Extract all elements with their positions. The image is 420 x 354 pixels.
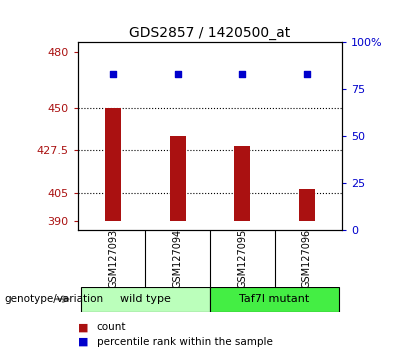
Text: ■: ■ bbox=[78, 337, 88, 347]
Point bbox=[110, 72, 117, 77]
Point bbox=[303, 72, 310, 77]
Bar bbox=[81, 287, 210, 312]
Title: GDS2857 / 1420500_at: GDS2857 / 1420500_at bbox=[129, 26, 291, 40]
Text: wild type: wild type bbox=[120, 294, 171, 304]
Text: percentile rank within the sample: percentile rank within the sample bbox=[97, 337, 273, 347]
Bar bbox=[299, 189, 315, 221]
Text: genotype/variation: genotype/variation bbox=[4, 294, 103, 304]
Point bbox=[239, 72, 246, 77]
Bar bbox=[170, 136, 186, 221]
Text: GSM127095: GSM127095 bbox=[237, 229, 247, 288]
Text: GSM127096: GSM127096 bbox=[302, 229, 312, 288]
Text: count: count bbox=[97, 322, 126, 332]
Text: GSM127094: GSM127094 bbox=[173, 229, 183, 288]
Text: Taf7l mutant: Taf7l mutant bbox=[239, 294, 310, 304]
Text: ■: ■ bbox=[78, 322, 88, 332]
Point bbox=[174, 72, 181, 77]
Bar bbox=[210, 287, 339, 312]
Bar bbox=[234, 145, 250, 221]
Bar bbox=[105, 108, 121, 221]
Text: GSM127093: GSM127093 bbox=[108, 229, 118, 288]
